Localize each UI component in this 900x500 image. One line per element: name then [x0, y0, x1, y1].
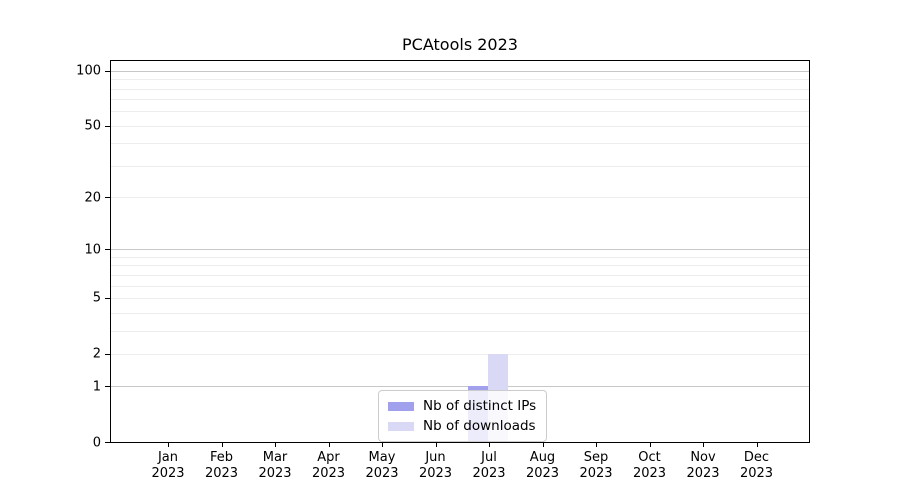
gridline-5 [111, 297, 809, 299]
y-tick-5 [105, 297, 110, 299]
legend-item-downloads: Nb of downloads [388, 416, 536, 436]
gridline-20 [111, 197, 809, 199]
gridline-2 [111, 353, 809, 355]
gridline-80 [111, 88, 809, 90]
legend: Nb of distinct IPs Nb of downloads [378, 390, 548, 442]
gridline-3 [111, 330, 809, 332]
y-tick-label-0: 0 [92, 435, 101, 450]
y-tick-20 [105, 197, 110, 199]
x-tick-label-aug-2023: Aug 2023 [525, 450, 560, 481]
y-tick-label-1: 1 [92, 379, 101, 395]
gridline-40 [111, 143, 809, 145]
x-tick-label-oct-2023: Oct 2023 [632, 450, 667, 481]
x-tick-feb [221, 443, 223, 447]
gridline-4 [111, 312, 809, 314]
gridlines-layer [111, 61, 809, 442]
y-tick-label-10: 10 [84, 242, 101, 258]
gridline-1 [111, 386, 809, 388]
y-axis: 0 1 2 5 10 20 50 100 [76, 61, 809, 450]
x-tick-label-jul-2023: Jul 2023 [472, 450, 506, 481]
y-tick-label-2: 2 [92, 346, 101, 362]
x-tick-jun [435, 443, 437, 447]
y-tick-100 [105, 70, 110, 72]
x-tick-label-mar-2023: Mar 2023 [258, 450, 292, 481]
y-tick-1 [105, 386, 110, 388]
legend-label-downloads: Nb of downloads [423, 418, 536, 434]
y-tick-label-20: 20 [84, 190, 101, 206]
x-tick-jul [489, 443, 490, 447]
x-tick-label-dec-2023: Dec 2023 [739, 450, 774, 481]
x-tick-label-apr-2023: Apr 2023 [311, 450, 346, 481]
y-tick-label-5: 5 [92, 290, 101, 306]
gridline-8 [111, 265, 809, 267]
x-tick-sep [596, 443, 597, 447]
gridline-60 [111, 111, 809, 113]
y-tick-0 [105, 442, 110, 443]
gridline-50 [111, 125, 809, 127]
y-tick-10 [105, 249, 110, 251]
x-tick-label-nov-2023: Nov 2023 [686, 450, 720, 481]
plot-area: 0 1 2 5 10 20 50 100 Jan 2023 Feb 2023 Mar 2023 Apr 20… [76, 60, 810, 481]
gridline-6 [111, 285, 809, 287]
x-tick-oct [649, 443, 651, 447]
gridline-70 [111, 99, 809, 101]
x-tick-label-may-2023: May 2023 [365, 450, 399, 481]
x-tick-jan [168, 443, 169, 447]
x-tick-nov [703, 443, 704, 447]
x-tick-label-sep-2023: Sep 2023 [579, 450, 613, 481]
gridline-10 [111, 249, 809, 251]
x-tick-label-feb-2023: Feb 2023 [204, 450, 239, 481]
chart-title: PCAtools 2023 [402, 35, 518, 54]
gridline-9 [111, 256, 809, 258]
y-tick-2 [105, 353, 110, 355]
x-tick-label-jun-2023: Jun 2023 [418, 450, 453, 481]
y-tick-50 [105, 125, 110, 127]
x-tick-dec [756, 443, 758, 447]
gridline-90 [111, 79, 809, 81]
x-axis: Jan 2023 Feb 2023 Mar 2023 Apr 2023 May 2023 Jun 20… [111, 61, 809, 481]
legend-label-distinct-ips: Nb of distinct IPs [423, 398, 537, 414]
x-tick-may [382, 443, 383, 447]
gridline-30 [111, 165, 809, 167]
x-tick-aug [542, 443, 544, 447]
x-tick-label-jan-2023: Jan 2023 [151, 450, 185, 481]
legend-swatch-distinct-ips [388, 401, 414, 411]
legend-swatch-downloads [388, 421, 414, 431]
x-tick-apr [328, 443, 330, 447]
y-tick-label-50: 50 [84, 118, 101, 134]
gridline-100 [111, 70, 809, 72]
gridline-7 [111, 274, 809, 276]
x-tick-mar [275, 443, 276, 447]
y-tick-label-100: 100 [76, 63, 101, 79]
legend-item-distinct-ips: Nb of distinct IPs [388, 396, 536, 416]
